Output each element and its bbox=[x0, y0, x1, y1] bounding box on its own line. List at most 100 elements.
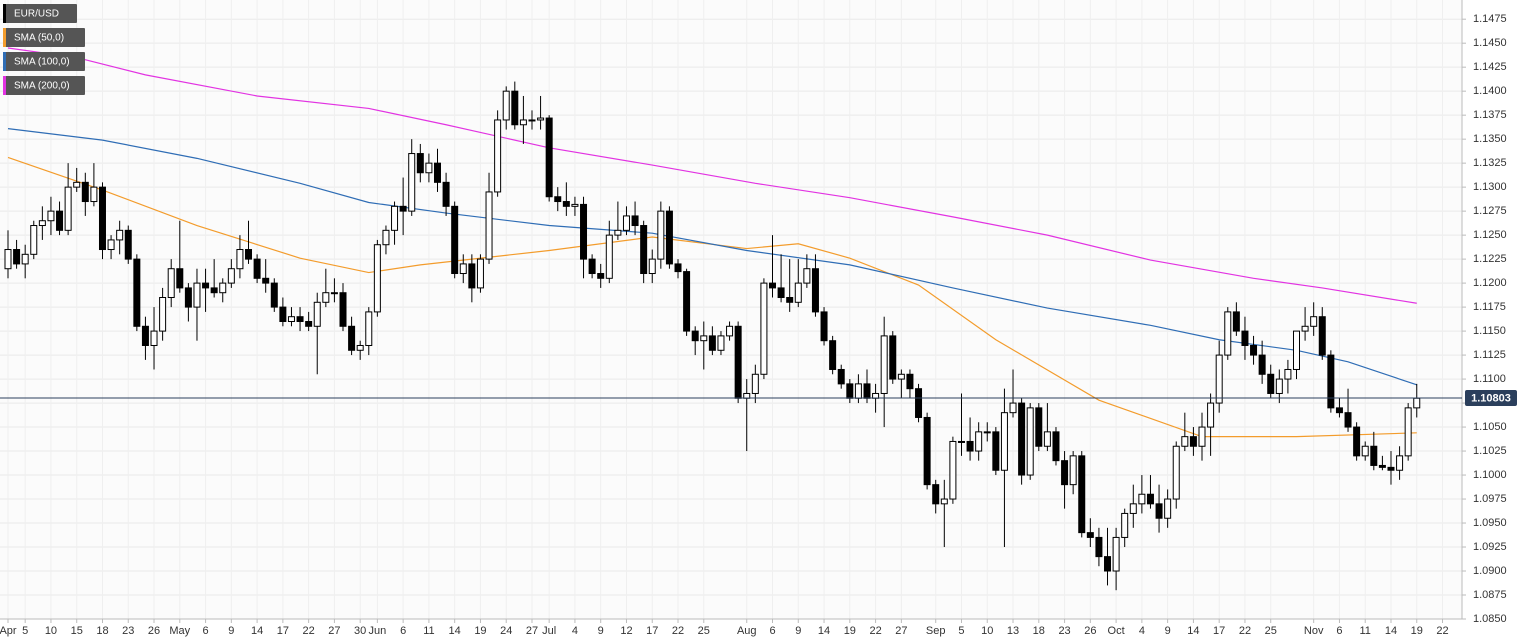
y-tick-label: 1.1300 bbox=[1473, 181, 1507, 193]
candle-body bbox=[1284, 368, 1292, 380]
candle-body bbox=[365, 311, 373, 346]
candle-body bbox=[837, 368, 845, 385]
candle-body bbox=[700, 335, 708, 342]
candle-body bbox=[270, 282, 278, 308]
candle-body bbox=[159, 297, 167, 332]
candle-body bbox=[305, 320, 313, 327]
candle-body bbox=[1310, 316, 1318, 327]
x-tick-label: 30 bbox=[354, 625, 366, 637]
y-tick-label: 1.1475 bbox=[1473, 13, 1507, 25]
candle-body bbox=[622, 215, 630, 231]
legend-box bbox=[3, 52, 85, 71]
candle-body bbox=[210, 287, 218, 294]
x-tick-label: 9 bbox=[1165, 625, 1171, 637]
candle-body bbox=[141, 325, 149, 346]
candle-body bbox=[519, 119, 527, 126]
candle-body bbox=[983, 431, 991, 434]
x-tick-label: 22 bbox=[303, 625, 315, 637]
candle-body bbox=[769, 282, 777, 289]
sma-line bbox=[7, 156, 1417, 438]
x-tick-label: Apr bbox=[0, 625, 17, 637]
candle-body bbox=[1009, 402, 1017, 414]
candle-body bbox=[485, 191, 493, 260]
x-tick-label: 27 bbox=[895, 625, 907, 637]
candle-body bbox=[683, 271, 691, 332]
candle-body bbox=[348, 325, 356, 351]
candle-body bbox=[296, 316, 304, 322]
candle-body bbox=[1043, 431, 1051, 447]
candle-body bbox=[1061, 460, 1069, 486]
candle-body bbox=[124, 229, 132, 260]
sma-line bbox=[7, 47, 1417, 304]
candle-body bbox=[13, 249, 21, 265]
candle-body bbox=[313, 301, 321, 327]
candle-body bbox=[502, 90, 510, 121]
x-tick-label: 22 bbox=[869, 625, 881, 637]
candle-body bbox=[4, 249, 12, 270]
legend-swatch bbox=[3, 52, 6, 71]
candle-body bbox=[1378, 464, 1386, 468]
y-tick-label: 1.0850 bbox=[1473, 613, 1507, 625]
x-tick-label: 6 bbox=[769, 625, 775, 637]
plot-area bbox=[0, 0, 1462, 619]
candle-body bbox=[451, 205, 459, 275]
x-tick-label: 11 bbox=[423, 625, 434, 637]
x-tick-label: 17 bbox=[646, 625, 658, 637]
candle-body bbox=[21, 253, 29, 265]
candle-body bbox=[966, 440, 974, 452]
y-tick-label: 1.1100 bbox=[1473, 373, 1506, 385]
candle-body bbox=[38, 220, 46, 227]
candle-body bbox=[227, 268, 235, 284]
x-tick-label: Nov bbox=[1304, 625, 1324, 637]
x-tick-label: 11 bbox=[1360, 625, 1371, 637]
candle-body bbox=[1241, 330, 1249, 346]
x-tick-label: 23 bbox=[122, 625, 134, 637]
candle-body bbox=[975, 431, 983, 452]
y-tick-label: 1.1150 bbox=[1473, 325, 1506, 337]
candle-body bbox=[193, 282, 201, 308]
y-tick-label: 1.1325 bbox=[1473, 157, 1507, 169]
candle-body bbox=[1052, 431, 1060, 462]
x-tick-label: 22 bbox=[1436, 625, 1448, 637]
candle-body bbox=[1189, 436, 1197, 447]
candle-body bbox=[640, 225, 648, 275]
candle-body bbox=[605, 234, 613, 279]
y-tick-label: 1.1425 bbox=[1473, 61, 1507, 73]
candle-body bbox=[588, 258, 596, 275]
candle-body bbox=[1258, 354, 1266, 375]
candle-body bbox=[1138, 493, 1146, 505]
candle-body bbox=[1146, 493, 1154, 505]
x-tick-label: 10 bbox=[45, 625, 57, 637]
candle-body bbox=[1318, 316, 1326, 356]
candle-body bbox=[1095, 536, 1103, 558]
candle-body bbox=[1250, 344, 1258, 356]
candle-body bbox=[442, 181, 450, 207]
candle-body bbox=[1327, 354, 1335, 409]
candle-body bbox=[356, 344, 364, 351]
candle-body bbox=[897, 373, 905, 380]
x-tick-label: 22 bbox=[672, 625, 684, 637]
x-tick-label: 26 bbox=[148, 625, 160, 637]
legend: EUR/USD SMA (50,0) SMA (100,0) SMA (200,0) bbox=[3, 4, 85, 95]
candle-body bbox=[1112, 536, 1120, 572]
candle-body bbox=[279, 306, 287, 322]
x-tick-label: 6 bbox=[400, 625, 406, 637]
candle-body bbox=[433, 162, 441, 183]
legend-label: SMA (100,0) bbox=[14, 57, 70, 68]
x-tick-label: 14 bbox=[1385, 625, 1397, 637]
x-tick-label: 17 bbox=[1213, 625, 1225, 637]
candle-body bbox=[511, 90, 519, 126]
candle-body bbox=[1404, 407, 1412, 457]
candle-body bbox=[330, 292, 338, 295]
candle-body bbox=[1370, 445, 1378, 466]
candle-body bbox=[408, 153, 416, 212]
y-tick-label: 1.0900 bbox=[1473, 565, 1507, 577]
candle-body bbox=[1172, 445, 1180, 500]
candle-body bbox=[1000, 412, 1008, 471]
candle-body bbox=[537, 117, 545, 121]
candle-body bbox=[580, 203, 588, 260]
candle-body bbox=[889, 335, 897, 380]
candle-body bbox=[734, 325, 742, 399]
candle-body bbox=[1232, 311, 1240, 332]
x-tick-label: 17 bbox=[277, 625, 289, 637]
